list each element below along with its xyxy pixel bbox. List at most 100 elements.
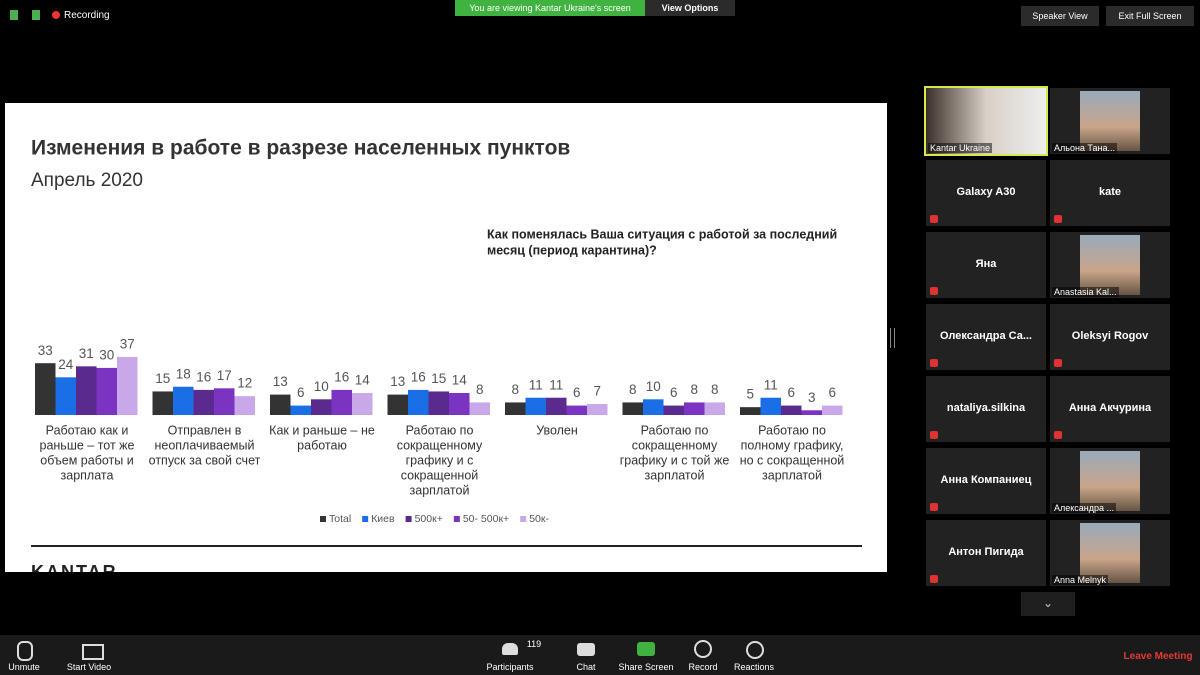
value-label: 15: [155, 371, 170, 386]
share-icon[interactable]: [637, 642, 655, 656]
viewing-banner: You are viewing Kantar Ukraine's screen: [455, 0, 645, 16]
value-label: 18: [176, 366, 191, 381]
bar: [96, 367, 117, 415]
value-label: 6: [297, 385, 305, 400]
participant-tile[interactable]: nataliya.silkina: [926, 376, 1046, 442]
bar: [760, 397, 781, 415]
leave-meeting[interactable]: Leave Meeting: [1123, 651, 1193, 662]
start-video[interactable]: Start Video: [66, 662, 112, 672]
bar: [428, 391, 449, 415]
toolbar: Unmute Start Video Participants 119 Chat…: [0, 635, 1200, 675]
speaker-view[interactable]: Speaker View: [1021, 6, 1099, 26]
unmute[interactable]: Unmute: [8, 662, 40, 672]
category-label: полному графику,: [741, 438, 844, 452]
bar: [449, 393, 470, 415]
category-label: Работаю по: [406, 423, 474, 437]
category-label: Работаю по: [641, 423, 709, 437]
legend-label: Киев: [371, 513, 395, 525]
participant-tile[interactable]: Galaxy A30: [926, 160, 1046, 226]
legend-label: Total: [329, 513, 351, 525]
record-icon[interactable]: [694, 640, 712, 658]
value-label: 13: [390, 374, 405, 389]
bar: [781, 405, 802, 415]
category-label: Уволен: [536, 423, 578, 437]
value-label: 6: [828, 385, 836, 400]
bar: [290, 405, 311, 415]
participant-tile[interactable]: kate: [1050, 160, 1170, 226]
video-icon[interactable]: [82, 644, 104, 660]
value-label: 6: [573, 385, 581, 400]
bar: [214, 388, 235, 415]
participant-tile[interactable]: Яна: [926, 232, 1046, 298]
value-label: 8: [690, 382, 698, 397]
shared-slide: Изменения в работе в разрезе населенных …: [5, 103, 887, 572]
bar: [822, 405, 843, 415]
participant-tile[interactable]: Kantar Ukraine: [924, 86, 1048, 156]
muted-icon: [1054, 431, 1062, 439]
category-label: Работаю как и: [46, 423, 129, 437]
exit-full-screen[interactable]: Exit Full Screen: [1106, 6, 1194, 26]
participant-tile[interactable]: Александра ...: [1050, 448, 1170, 514]
view-options[interactable]: View Options: [645, 0, 735, 16]
splitter[interactable]: [890, 328, 895, 348]
value-label: 5: [746, 387, 754, 402]
record[interactable]: Record: [688, 662, 718, 672]
bar: [663, 405, 684, 415]
bar: [505, 402, 526, 415]
logo: KANTAR: [31, 562, 118, 572]
reactions[interactable]: Reactions: [733, 662, 775, 672]
category-label: неоплачиваемый: [154, 438, 254, 452]
participant-tile[interactable]: Олександра Са...: [926, 304, 1046, 370]
reactions-icon[interactable]: [746, 641, 764, 659]
participant-name: Anastasia Kal...: [1052, 287, 1119, 297]
participant-tile[interactable]: Anastasia Kal...: [1050, 232, 1170, 298]
security-icon[interactable]: [10, 10, 18, 20]
participants-icon[interactable]: [502, 643, 518, 655]
muted-icon: [930, 575, 938, 583]
legend-label: 500к+: [415, 513, 443, 525]
bar: [117, 356, 138, 415]
legend-label: 50- 500к+: [463, 513, 509, 525]
slide-bg: [5, 103, 887, 572]
scroll-down[interactable]: ⌄: [1021, 592, 1075, 616]
chat-icon[interactable]: [577, 643, 595, 656]
legend-swatch: [520, 516, 527, 522]
bar: [525, 397, 546, 415]
participant-tile[interactable]: Anna Melnyk: [1050, 520, 1170, 586]
value-label: 10: [314, 379, 329, 394]
participant-tile[interactable]: Анна Компаниец: [926, 448, 1046, 514]
bar: [801, 410, 822, 415]
share-screen[interactable]: Share Screen: [618, 662, 674, 672]
participant-name: Антон Пигида: [948, 546, 1024, 558]
category-label: графику и с той же: [620, 453, 730, 467]
muted-icon: [930, 215, 938, 223]
slide-subtitle: Апрель 2020: [31, 170, 143, 191]
bar: [587, 404, 608, 415]
participant-tile[interactable]: Альона Тана...: [1050, 88, 1170, 154]
chat[interactable]: Chat: [576, 662, 596, 672]
legend-swatch: [362, 516, 369, 522]
value-label: 11: [549, 377, 563, 392]
participant-tile[interactable]: Антон Пигида: [926, 520, 1046, 586]
mic-icon[interactable]: [17, 641, 33, 661]
participant-name: Anna Melnyk: [1052, 575, 1109, 585]
category-label: работаю: [297, 438, 347, 452]
participant-name: Анна Компаниец: [940, 474, 1032, 486]
bar: [740, 407, 761, 415]
value-label: 6: [670, 385, 678, 400]
value-label: 6: [787, 385, 795, 400]
value-label: 8: [476, 382, 484, 397]
bar: [408, 389, 429, 415]
participant-name: Олександра Са...: [940, 330, 1032, 342]
participant-name: Oleksyi Rogov: [1071, 330, 1149, 342]
value-label: 8: [511, 382, 519, 397]
participant-tile[interactable]: Oleksyi Rogov: [1050, 304, 1170, 370]
muted-icon: [930, 359, 938, 367]
category-label: зарплатой: [762, 468, 822, 482]
value-label: 8: [629, 382, 637, 397]
participant-name: Яна: [975, 258, 997, 270]
value-label: 12: [237, 376, 252, 391]
participants[interactable]: Participants: [486, 662, 534, 672]
participant-tile[interactable]: Анна Акчурина: [1050, 376, 1170, 442]
